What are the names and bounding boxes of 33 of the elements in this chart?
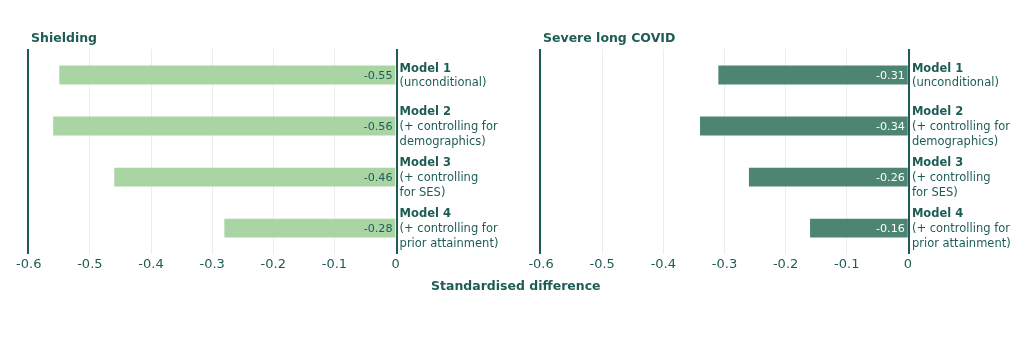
x-tick-label: -0.5: [589, 255, 615, 271]
x-tick-label: -0.5: [77, 255, 103, 271]
x-tick-label: 0: [903, 255, 913, 271]
y-tick-label: Model 3 (+ controlling for SES): [911, 155, 991, 200]
y-tick-label: Model 4 (+ controlling for prior attainment): [399, 206, 499, 251]
chart-title: Shielding: [31, 30, 98, 45]
x-axis-title: Standardised difference: [431, 278, 601, 293]
y-tick-label: Model 1 (unconditional): [911, 60, 999, 90]
y-tick-label: Model 2 (+ controlling for demographics): [399, 104, 498, 148]
data-label: -0.16: [875, 222, 905, 236]
x-tick-label: -0.3: [199, 255, 225, 271]
data-label: -0.34: [875, 119, 905, 133]
x-tick-label: 0: [391, 255, 400, 271]
x-tick-label: -0.4: [138, 255, 164, 271]
x-tick-label: -0.3: [711, 255, 738, 271]
x-tick-label: -0.6: [528, 255, 554, 271]
x-tick-label: -0.1: [834, 255, 860, 271]
y-tick-label: Model 4 (+ controlling for prior attainment): [911, 206, 1011, 251]
y-tick-label: Model 3 (+ controlling for SES): [399, 155, 479, 200]
x-tick-label: -0.2: [260, 255, 286, 271]
data-label: -0.28: [363, 222, 393, 236]
data-label: -0.46: [363, 170, 393, 184]
data-label: -0.56: [363, 119, 393, 133]
x-tick-label: -0.2: [772, 255, 799, 271]
data-label: -0.55: [363, 68, 393, 82]
x-tick-label: -0.4: [650, 255, 677, 271]
y-tick-label: Model 1 (unconditional): [399, 60, 487, 90]
y-tick-label: Model 2 (+ controlling for demographics): [911, 104, 1011, 148]
x-tick-label: -0.6: [16, 255, 42, 271]
data-label: -0.26: [875, 170, 905, 184]
x-tick-label: -0.1: [321, 255, 348, 271]
chart-title: Severe long COVID: [543, 30, 676, 45]
data-label: -0.31: [875, 68, 905, 82]
